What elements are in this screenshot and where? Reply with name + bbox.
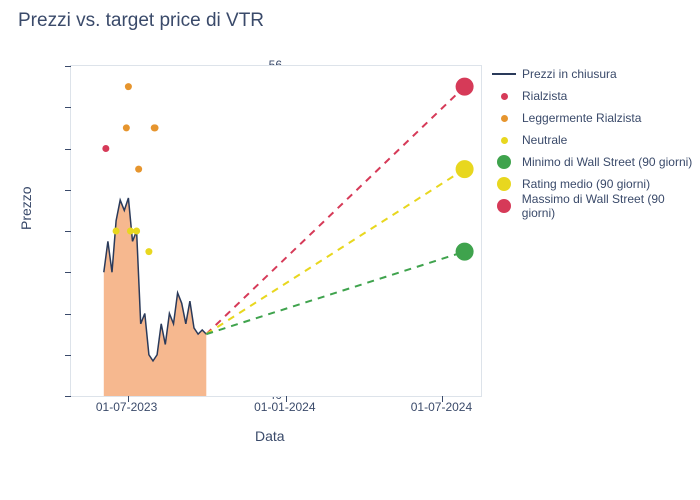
y-tick-mark	[65, 190, 71, 191]
rating-dot	[123, 124, 130, 131]
legend-item: Neutrale	[490, 131, 700, 149]
dot-icon	[501, 137, 508, 144]
y-tick-mark	[65, 396, 71, 397]
rating-dot	[127, 228, 134, 235]
x-tick-label: 01-01-2024	[254, 400, 315, 414]
dot-icon	[501, 93, 508, 100]
rating-dot	[135, 166, 142, 173]
legend-swatch	[490, 115, 518, 122]
dot-icon	[497, 155, 511, 169]
legend-swatch	[490, 137, 518, 144]
legend-item: Minimo di Wall Street (90 giorni)	[490, 153, 700, 171]
target-line	[206, 252, 464, 335]
legend-swatch	[490, 93, 518, 100]
legend-label: Neutrale	[522, 133, 567, 147]
chart-container: Prezzi vs. target price di VTR Prezzo Da…	[0, 0, 700, 500]
legend-label: Massimo di Wall Street (90 giorni)	[522, 192, 700, 220]
x-tick-mark	[442, 396, 443, 402]
legend-swatch	[490, 177, 518, 191]
y-tick-mark	[65, 66, 71, 67]
x-tick-label: 01-07-2023	[96, 400, 157, 414]
x-tick-mark	[128, 396, 129, 402]
y-tick-mark	[65, 314, 71, 315]
target-dot	[456, 243, 474, 261]
y-tick-mark	[65, 231, 71, 232]
y-tick-mark	[65, 355, 71, 356]
x-axis-label: Data	[255, 428, 285, 444]
plot-area	[70, 65, 482, 397]
legend-item: Prezzi in chiusura	[490, 65, 700, 83]
legend-label: Rialzista	[522, 89, 567, 103]
price-area	[104, 198, 207, 396]
legend-label: Leggermente Rialzista	[522, 111, 641, 125]
legend-swatch	[490, 199, 518, 213]
dot-icon	[501, 115, 508, 122]
legend-item: Leggermente Rialzista	[490, 109, 700, 127]
chart-title: Prezzi vs. target price di VTR	[18, 10, 264, 32]
target-dot	[456, 78, 474, 96]
legend-swatch	[490, 155, 518, 169]
rating-dot	[133, 228, 140, 235]
plot-svg	[71, 66, 481, 396]
dot-icon	[497, 199, 511, 213]
line-icon	[492, 73, 516, 75]
rating-dot	[102, 145, 109, 152]
legend: Prezzi in chiusura Rialzista Leggermente R…	[490, 65, 700, 219]
rating-dot	[113, 228, 120, 235]
target-line	[206, 169, 464, 334]
legend-item: Rialzista	[490, 87, 700, 105]
target-line	[206, 87, 464, 335]
rating-dot	[125, 83, 132, 90]
legend-swatch	[490, 73, 518, 75]
dot-icon	[497, 177, 511, 191]
legend-item: Massimo di Wall Street (90 giorni)	[490, 197, 700, 215]
y-tick-mark	[65, 272, 71, 273]
rating-dot	[145, 248, 152, 255]
x-tick-mark	[286, 396, 287, 402]
legend-label: Prezzi in chiusura	[522, 67, 617, 81]
legend-label: Rating medio (90 giorni)	[522, 177, 650, 191]
target-dot	[456, 160, 474, 178]
y-axis-label: Prezzo	[18, 186, 34, 230]
legend-label: Minimo di Wall Street (90 giorni)	[522, 155, 692, 169]
x-tick-label: 01-07-2024	[411, 400, 472, 414]
y-tick-mark	[65, 149, 71, 150]
rating-dot	[152, 124, 159, 131]
legend-item: Rating medio (90 giorni)	[490, 175, 700, 193]
y-tick-mark	[65, 107, 71, 108]
